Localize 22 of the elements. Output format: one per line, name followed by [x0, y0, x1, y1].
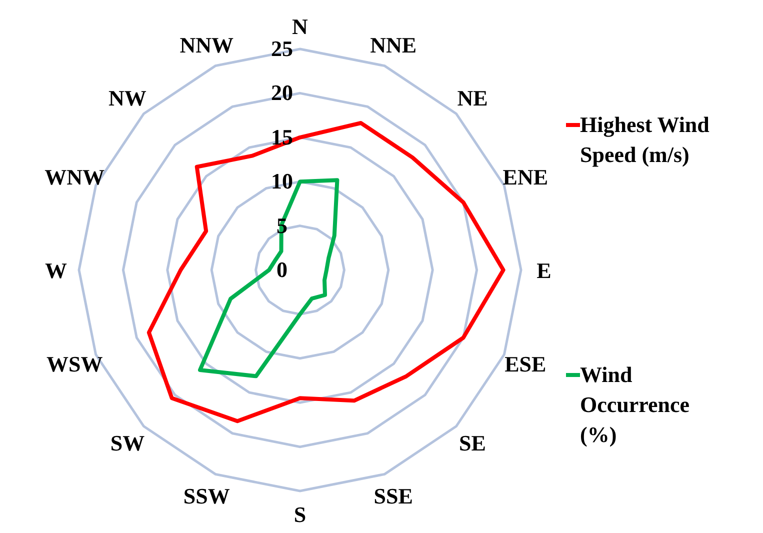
spoke-label: SW — [110, 430, 145, 456]
spoke-label: ENE — [502, 164, 548, 190]
spoke-label: NNE — [370, 32, 417, 58]
spoke-label: E — [536, 258, 552, 283]
y-tick-label: 0 — [276, 257, 288, 282]
legend-label: Wind Occurrence (%) — [580, 362, 690, 447]
spoke-label: NW — [108, 85, 146, 110]
spoke-label: SSE — [374, 483, 413, 508]
spoke-label: N — [292, 14, 308, 40]
spoke-label: WNW — [44, 164, 105, 190]
legend-label: Highest Wind Speed (m/s) — [580, 112, 710, 167]
y-tick-label: 25 — [271, 36, 293, 61]
spoke-label: NNW — [180, 32, 234, 58]
spoke-label: SE — [459, 430, 486, 456]
y-tick-label: 10 — [271, 168, 293, 194]
spoke-label: W — [45, 258, 68, 283]
spoke-label: NE — [457, 85, 488, 110]
spoke-label: WSW — [46, 351, 103, 376]
spoke-label: S — [294, 502, 306, 527]
spoke-label: SSW — [183, 483, 230, 508]
y-tick-label: 20 — [271, 80, 293, 106]
spoke-label: ESE — [504, 351, 546, 376]
